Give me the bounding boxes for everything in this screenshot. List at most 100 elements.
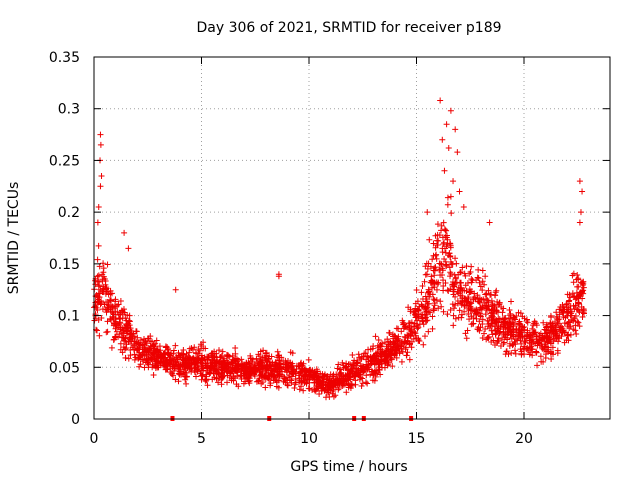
data-point xyxy=(238,373,245,380)
data-point xyxy=(410,323,417,330)
data-point xyxy=(108,344,115,351)
data-point xyxy=(405,320,412,327)
data-point xyxy=(539,343,546,350)
data-point xyxy=(465,305,472,312)
data-point xyxy=(518,340,525,347)
data-point xyxy=(218,352,225,359)
data-point xyxy=(432,264,439,271)
data-point xyxy=(424,289,431,296)
data-point xyxy=(304,376,311,383)
data-point xyxy=(570,326,577,333)
data-point xyxy=(458,311,465,318)
data-point xyxy=(149,364,156,371)
data-point xyxy=(385,340,392,347)
data-point xyxy=(508,349,515,356)
data-point xyxy=(544,348,551,355)
data-point xyxy=(280,373,287,380)
data-point xyxy=(501,321,508,328)
data-point xyxy=(344,371,351,378)
data-point xyxy=(337,369,344,376)
data-point xyxy=(389,363,396,370)
data-point xyxy=(145,344,152,351)
data-point xyxy=(194,365,201,372)
data-point xyxy=(230,356,237,363)
data-point xyxy=(419,282,426,289)
data-point xyxy=(568,316,575,323)
data-point xyxy=(96,332,103,339)
data-point xyxy=(379,340,386,347)
data-point xyxy=(191,358,198,365)
data-point xyxy=(253,366,260,373)
data-point xyxy=(528,341,535,348)
data-point xyxy=(224,353,231,360)
data-point xyxy=(518,327,525,334)
x-tick-label: 5 xyxy=(197,431,206,447)
data-point xyxy=(356,376,363,383)
data-point xyxy=(521,326,528,333)
data-point xyxy=(113,328,120,335)
data-point xyxy=(152,357,159,364)
data-point xyxy=(289,360,296,367)
data-point xyxy=(296,375,303,382)
data-point xyxy=(273,383,280,390)
data-point xyxy=(257,348,264,355)
data-point xyxy=(421,278,428,285)
data-point xyxy=(517,310,524,317)
data-point xyxy=(98,172,105,179)
data-point xyxy=(540,335,547,342)
data-point xyxy=(335,361,342,368)
data-point xyxy=(464,279,471,286)
data-point xyxy=(431,267,438,274)
x-tick-label: 15 xyxy=(408,431,426,447)
data-point xyxy=(266,362,273,369)
data-point xyxy=(175,378,182,385)
data-point xyxy=(473,315,480,322)
data-point xyxy=(475,266,482,273)
data-point xyxy=(458,301,465,308)
data-point xyxy=(367,346,374,353)
data-point xyxy=(238,356,245,363)
data-point xyxy=(474,309,481,316)
data-point xyxy=(357,367,364,374)
data-point xyxy=(97,183,104,190)
tick-labels: 0 5 10 15 20 0 0.05 0.1 0.15 0.2 0.25 0.3 0.35 xyxy=(49,50,533,447)
data-point xyxy=(469,320,476,327)
data-point xyxy=(464,327,471,334)
data-point xyxy=(467,288,474,295)
data-point xyxy=(131,351,138,358)
data-point xyxy=(222,363,229,370)
data-point xyxy=(506,340,513,347)
data-point xyxy=(375,336,382,343)
data-point xyxy=(454,149,461,156)
data-point xyxy=(102,281,109,288)
data-point xyxy=(395,345,402,352)
data-point xyxy=(125,318,132,325)
data-point xyxy=(576,323,583,330)
data-point xyxy=(528,334,535,341)
data-point xyxy=(126,335,133,342)
data-point xyxy=(91,317,98,324)
data-point xyxy=(186,345,193,352)
data-point xyxy=(565,298,572,305)
data-point xyxy=(420,341,427,348)
y-tick-label: 0 xyxy=(71,412,80,428)
data-point xyxy=(407,308,414,315)
data-point xyxy=(522,339,529,346)
data-point xyxy=(362,379,369,386)
data-point xyxy=(342,380,349,387)
data-point xyxy=(350,361,357,368)
data-point xyxy=(563,336,570,343)
data-point xyxy=(570,270,577,277)
data-point xyxy=(224,368,231,375)
data-point xyxy=(302,375,309,382)
data-point xyxy=(560,310,567,317)
data-point xyxy=(485,303,492,310)
data-point xyxy=(215,379,222,386)
data-point xyxy=(503,348,510,355)
data-point xyxy=(460,203,467,210)
data-point xyxy=(425,286,432,293)
data-point xyxy=(243,375,250,382)
data-point xyxy=(548,355,555,362)
data-point xyxy=(279,368,286,375)
data-point xyxy=(381,339,388,346)
